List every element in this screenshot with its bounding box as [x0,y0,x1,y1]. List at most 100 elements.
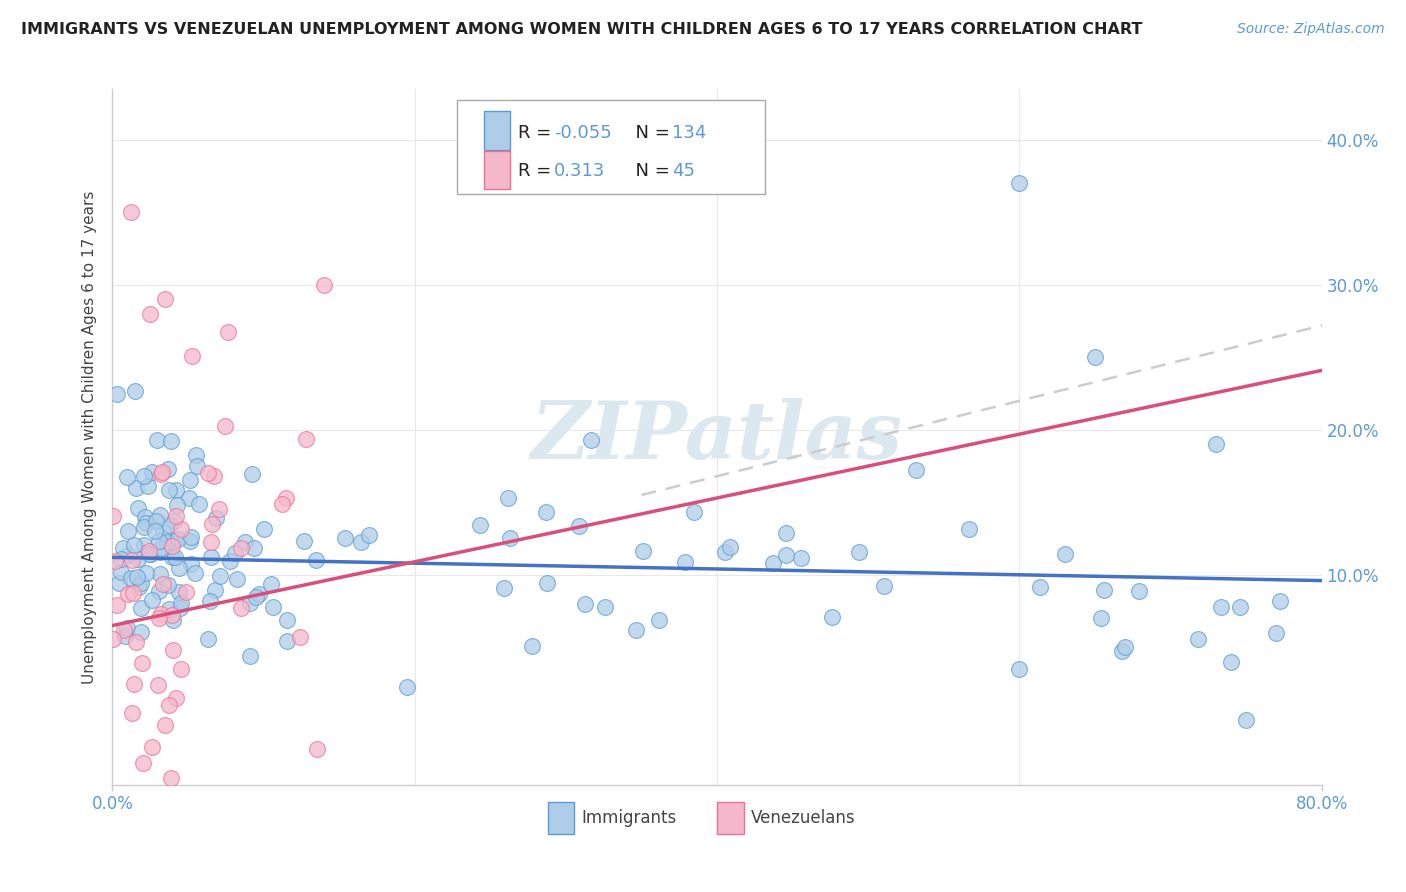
Point [110,552,132,566]
Point [149,545,172,559]
Point [184,566,207,580]
Point [107,576,129,591]
Point [134,510,156,524]
Point [104,554,127,568]
Point [120,571,142,585]
Point [1229,600,1251,615]
Point [103,632,125,647]
Point [1265,625,1288,640]
Point [276,491,298,505]
Point [180,558,202,572]
Point [120,205,142,219]
Point [114,629,136,643]
Point [148,534,170,549]
Point [775,526,797,541]
Point [160,550,183,565]
FancyBboxPatch shape [457,100,765,194]
FancyBboxPatch shape [484,112,510,150]
Point [1111,644,1133,658]
Point [179,533,201,548]
Point [187,497,209,511]
Point [163,533,186,548]
Point [157,601,180,615]
Point [117,621,139,635]
Point [534,505,557,519]
Point [128,580,150,594]
Point [904,463,927,477]
Point [239,596,262,610]
Text: Source: ZipAtlas.com: Source: ZipAtlas.com [1237,22,1385,37]
Point [468,518,491,533]
Point [1234,713,1257,727]
Point [124,384,146,398]
Point [520,639,543,653]
Point [350,535,373,549]
Point [247,587,270,601]
Point [129,600,152,615]
Point [132,468,155,483]
Text: 0.313: 0.313 [554,161,605,179]
Point [242,467,264,481]
Point [821,610,844,624]
Point [148,611,170,625]
Point [143,524,166,538]
Point [1268,594,1291,608]
Point [155,293,177,307]
Point [162,643,184,657]
Point [165,509,187,524]
Point [170,522,193,536]
Point [152,576,174,591]
Point [204,582,226,597]
Point [253,522,276,536]
Point [146,434,169,448]
Point [305,741,328,756]
Text: Immigrants: Immigrants [582,809,676,828]
Point [153,718,176,732]
Point [127,570,149,584]
Point [139,307,162,321]
Point [775,548,797,562]
Point [633,544,655,558]
Point [1084,351,1107,365]
Point [217,325,239,339]
Point [169,596,191,610]
Point [127,552,149,566]
Point [149,566,172,581]
Point [873,579,896,593]
Point [1128,584,1150,599]
Point [184,448,207,462]
Point [167,560,190,574]
Point [152,525,174,540]
Point [536,576,558,591]
Point [1053,547,1076,561]
Point [160,608,183,623]
Point [224,546,246,560]
Point [121,706,143,720]
Point [159,771,181,785]
Point [201,516,224,531]
Point [129,575,152,590]
Point [200,549,222,564]
Point [141,593,163,607]
Point [848,545,870,559]
Point [288,630,311,644]
Point [157,518,180,533]
Point [242,541,264,556]
Point [568,519,591,533]
Point [245,590,267,604]
Point [214,418,236,433]
Point [648,614,671,628]
Point [121,553,143,567]
Point [260,576,283,591]
Point [163,549,186,564]
Point [141,740,163,755]
Point [117,524,139,538]
Point [1090,611,1112,625]
Text: ZIPatlas: ZIPatlas [531,399,903,475]
Point [156,534,179,549]
Point [134,538,156,552]
Point [271,497,294,511]
Point [122,538,145,552]
Point [186,458,208,473]
Point [148,583,170,598]
